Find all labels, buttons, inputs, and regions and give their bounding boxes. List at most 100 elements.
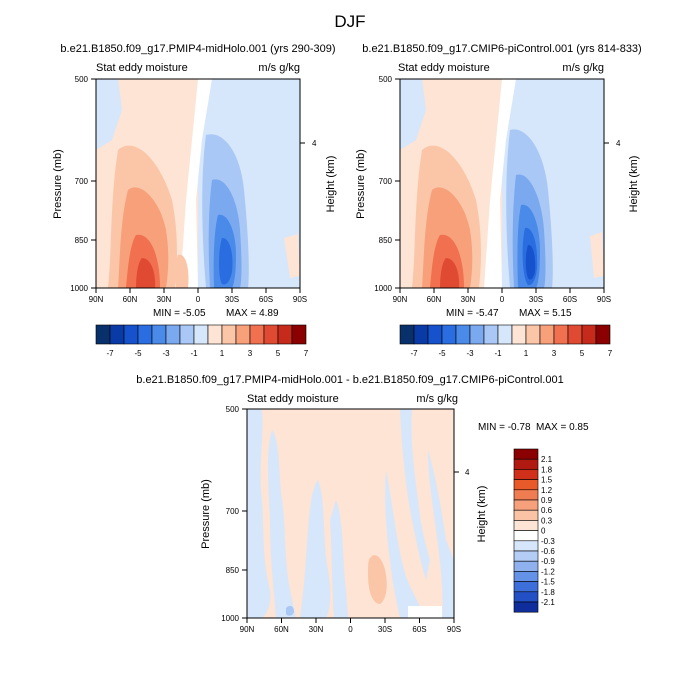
contour-band <box>484 79 516 288</box>
panel-picontrol: b.e21.B1850.f09_g17.CMIP6-piControl.001 … <box>355 43 642 358</box>
colorbar-label: -7 <box>106 349 114 358</box>
colorbar-swatch <box>483 324 499 345</box>
colorbar-swatch <box>513 469 539 480</box>
colorbar-swatch <box>595 324 611 345</box>
colorbar-label: 1.2 <box>541 486 553 495</box>
colorbar-swatch <box>123 324 139 345</box>
contour-band <box>400 409 430 580</box>
contour-band <box>136 258 156 288</box>
contour-band <box>525 244 536 280</box>
contour-band <box>247 409 271 618</box>
panel-title: b.e21.B1850.f09_g17.CMIP6-piControl.001 … <box>362 43 641 55</box>
colorbar-swatch <box>581 324 597 345</box>
y-tick-label: 1000 <box>374 284 392 293</box>
x-tick-label: 90S <box>447 625 461 634</box>
panel-title: b.e21.B1850.f09_g17.PMIP4-midHolo.001 (y… <box>60 43 335 55</box>
max-label: MAX = 0.85 <box>536 422 589 433</box>
y-tick-label: 700 <box>226 507 240 516</box>
right-label: m/s g/kg <box>416 393 458 405</box>
x-tick-label: 60N <box>274 625 289 634</box>
x-axis: 90N 60N 30N 0 30S 60S 90S <box>240 618 461 634</box>
colorbar-swatch <box>455 324 471 345</box>
right-label: m/s g/kg <box>258 62 300 74</box>
colorbar-swatch <box>291 324 307 345</box>
colorbar-swatch <box>511 324 527 345</box>
contour-band <box>284 234 300 278</box>
x-tick-label: 90S <box>597 295 611 304</box>
left-label: Stat eddy moisture <box>247 393 339 405</box>
max-label: MAX = 5.15 <box>519 308 572 319</box>
colorbar-label: -0.6 <box>541 547 555 556</box>
left-label: Stat eddy moisture <box>398 62 490 74</box>
x-tick-label: 30N <box>309 625 324 634</box>
colorbar-label: 2.1 <box>541 455 553 464</box>
contour-band <box>428 450 454 618</box>
colorbar-swatch <box>525 324 541 345</box>
y-right-tick-label: 4 <box>312 139 317 148</box>
colorbar-label: 3 <box>552 349 557 358</box>
contour-band <box>268 430 296 618</box>
colorbar-swatch <box>277 324 293 345</box>
y-axis-title: Pressure (mb) <box>52 149 64 219</box>
contour-band <box>180 79 212 288</box>
colorbar-label: 1.8 <box>541 465 553 474</box>
contour-band <box>300 480 331 618</box>
colorbar-label: -5 <box>134 349 142 358</box>
colorbar-label: 0.9 <box>541 496 553 505</box>
contour-band <box>408 606 442 618</box>
y-axis-title: Pressure (mb) <box>200 479 212 549</box>
y-tick-label: 850 <box>226 566 240 575</box>
colorbar-label: -2.1 <box>541 598 555 607</box>
colorbar: -7 -5 -3 -1 1 3 5 7 <box>399 324 613 358</box>
x-tick-label: 30N <box>461 295 476 304</box>
colorbar-swatch <box>513 479 539 491</box>
contour-field <box>96 79 300 288</box>
y-tick-label: 850 <box>379 236 393 245</box>
colorbar-label: -3 <box>466 349 474 358</box>
colorbar-swatch <box>207 324 223 345</box>
colorbar-swatch <box>513 489 539 501</box>
contour-band <box>286 605 294 616</box>
x-tick-label: 30S <box>529 295 543 304</box>
x-tick-label: 90S <box>293 295 307 304</box>
contour-band <box>330 500 348 618</box>
x-tick-label: 30S <box>378 625 392 634</box>
min-label: MIN = -5.05 <box>153 308 206 319</box>
panel-midholo: b.e21.B1850.f09_g17.PMIP4-midHolo.001 (y… <box>52 43 337 358</box>
colorbar-label: -1.8 <box>541 588 555 597</box>
y-right-tick-label: 4 <box>616 139 621 148</box>
y-tick-label: 1000 <box>221 614 239 623</box>
colorbar-label: 7 <box>304 349 309 358</box>
y-tick-label: 700 <box>379 177 393 186</box>
x-tick-label: 0 <box>348 625 353 634</box>
colorbar-label: 1 <box>220 349 225 358</box>
colorbar-label: 5 <box>580 349 585 358</box>
x-tick-label: 30N <box>157 295 172 304</box>
x-tick-label: 90N <box>240 625 255 634</box>
panel-title: b.e21.B1850.f09_g17.PMIP4-midHolo.001 - … <box>136 374 563 386</box>
colorbar-swatch <box>513 601 539 613</box>
colorbar-label: 3 <box>248 349 253 358</box>
colorbar-label: -1.5 <box>541 578 555 587</box>
contour-band <box>368 555 387 604</box>
colorbar-swatch <box>513 448 539 460</box>
y-axis: 500 700 850 1000 <box>221 405 247 623</box>
colorbar-swatch <box>441 324 457 345</box>
colorbar-label: 5 <box>276 349 281 358</box>
colorbar-swatch <box>413 324 429 345</box>
x-tick-label: 30S <box>225 295 239 304</box>
colorbar-swatch <box>513 550 539 562</box>
min-label: MIN = -0.78 <box>478 422 531 433</box>
colorbar-swatch <box>553 324 569 345</box>
contour-band <box>385 470 426 618</box>
contour-band <box>219 237 233 285</box>
colorbar-swatch <box>235 324 251 345</box>
colorbar-label: -3 <box>162 349 170 358</box>
colorbar-swatch <box>221 324 237 345</box>
colorbar-swatch <box>109 324 125 345</box>
y-tick-label: 700 <box>75 177 89 186</box>
contour-band <box>590 232 604 278</box>
y-axis-title: Pressure (mb) <box>355 149 367 219</box>
y-right-axis-title: Height (km) <box>628 156 640 213</box>
